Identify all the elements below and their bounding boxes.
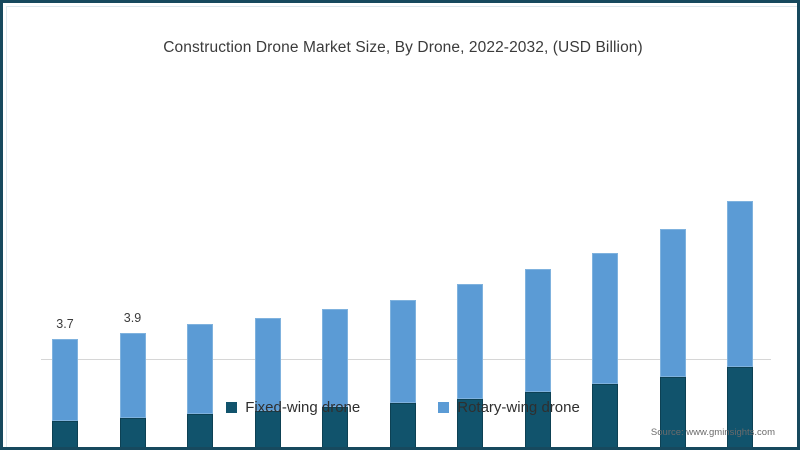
bar-segment-fixed-wing-2027[interactable] [389, 403, 416, 447]
bar-stack-2029[interactable] [524, 268, 551, 447]
bar-stack-2032[interactable] [727, 201, 753, 447]
bar-stack-2024[interactable] [187, 324, 213, 447]
bar-group-2030[interactable]: 2030 [592, 97, 618, 447]
bar-group-2027[interactable]: 2027 [389, 97, 416, 447]
bar-stack-2027[interactable] [389, 299, 416, 447]
bar-group-2032[interactable]: 2032 [727, 97, 753, 447]
bar-group-2028[interactable]: 2028 [457, 97, 483, 447]
bar-stack-2025[interactable] [254, 317, 281, 447]
bar-segment-fixed-wing-2023[interactable] [119, 417, 146, 447]
bar-group-2024[interactable]: 2024 [187, 97, 213, 447]
bar-segment-rotary-wing-2026[interactable] [322, 308, 348, 408]
bar-segment-rotary-wing-2028[interactable] [457, 284, 483, 399]
bar-segment-rotary-wing-2032[interactable] [727, 201, 753, 368]
bar-stack-2022[interactable] [52, 339, 78, 447]
bar-segment-fixed-wing-2031[interactable] [659, 376, 686, 447]
legend-item-fixed-wing[interactable]: Fixed-wing drone [226, 399, 360, 416]
legend-label-fixed-wing: Fixed-wing drone [245, 399, 361, 416]
bar-group-2026[interactable]: 2026 [322, 97, 348, 447]
chart-title: Construction Drone Market Size, By Drone… [163, 39, 643, 56]
bar-segment-rotary-wing-2022[interactable] [52, 339, 78, 421]
legend-swatch-rotary-wing-icon [438, 402, 450, 413]
bar-value-label-2023: 3.9 [123, 311, 142, 326]
bar-segment-rotary-wing-2025[interactable] [254, 317, 281, 411]
bar-segment-fixed-wing-2026[interactable] [322, 407, 348, 447]
plot-area: 3.72022 3.92023 2024 2025 2026 2027 2028 2029 20… [3, 3, 797, 447]
bar-segment-rotary-wing-2027[interactable] [389, 299, 416, 404]
bar-group-2031[interactable]: 2031 [659, 97, 686, 447]
chart-legend: Fixed-wing drone Rotary-wing drone [3, 399, 797, 416]
bar-segment-fixed-wing-2024[interactable] [187, 414, 213, 447]
legend-swatch-fixed-wing-icon [226, 402, 238, 413]
bar-value-label-2022: 3.7 [56, 317, 74, 332]
bar-group-2025[interactable]: 2025 [254, 97, 281, 447]
source-attribution: Source: www.gminsights.com [650, 427, 775, 438]
bar-segment-fixed-wing-2030[interactable] [592, 384, 618, 447]
bar-segment-fixed-wing-2032[interactable] [727, 367, 753, 447]
bar-stack-2023[interactable] [119, 333, 146, 447]
bar-stack-2031[interactable] [659, 228, 686, 447]
bar-segment-rotary-wing-2030[interactable] [592, 253, 618, 385]
bar-segment-rotary-wing-2024[interactable] [187, 324, 213, 414]
bar-group-2023[interactable]: 3.92023 [119, 97, 146, 447]
bar-segment-fixed-wing-2029[interactable] [524, 391, 551, 447]
bar-group-2022[interactable]: 3.72022 [52, 97, 78, 447]
bar-segment-rotary-wing-2031[interactable] [659, 228, 686, 377]
legend-item-rotary-wing[interactable]: Rotary-wing drone [438, 399, 580, 416]
bar-stack-2026[interactable] [322, 308, 348, 447]
bar-stack-2030[interactable] [592, 253, 618, 447]
bar-segment-fixed-wing-2022[interactable] [52, 420, 78, 447]
bar-segment-fixed-wing-2025[interactable] [254, 410, 281, 447]
bar-segment-rotary-wing-2029[interactable] [524, 268, 551, 392]
bar-stack-2028[interactable] [457, 284, 483, 447]
bar-segment-fixed-wing-2028[interactable] [457, 398, 483, 447]
bar-group-2029[interactable]: 2029 [524, 97, 551, 447]
legend-label-rotary-wing: Rotary-wing drone [457, 399, 580, 416]
bar-segment-rotary-wing-2023[interactable] [119, 333, 146, 418]
